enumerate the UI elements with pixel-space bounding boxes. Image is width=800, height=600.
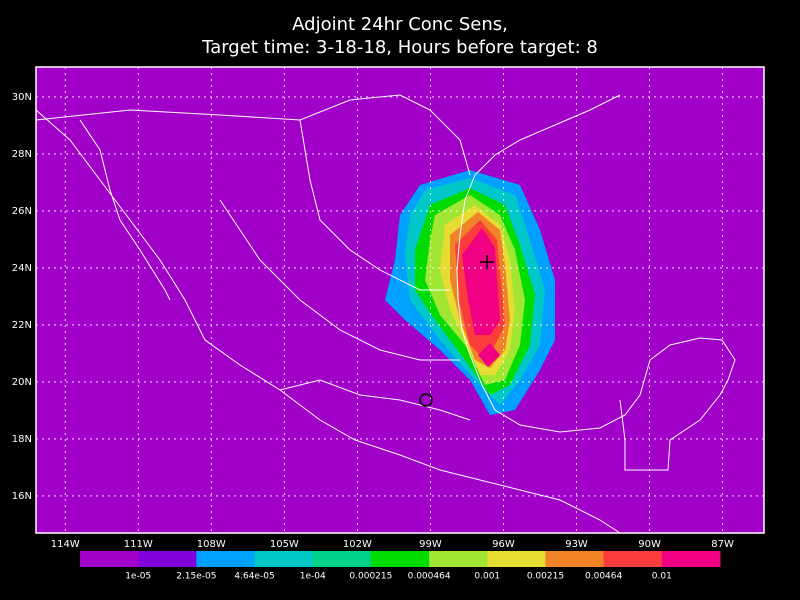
coastline xyxy=(79,119,171,301)
colorbar: 1e-05 2.15e-05 4.64e-05 1e-04 0.000215 0.0004… xyxy=(80,551,721,582)
x-tick-label: 108W xyxy=(197,539,226,550)
x-tick-label: 99W xyxy=(419,539,442,550)
colorbar-swatch xyxy=(487,551,546,567)
colorbar-label: 0.000215 xyxy=(349,572,392,582)
colorbar-swatch xyxy=(661,551,721,567)
colorbar-swatch xyxy=(138,551,197,567)
colorbar-label: 0.000464 xyxy=(408,572,451,582)
y-tick-label: 26N xyxy=(12,206,32,217)
x-tick-label: 87W xyxy=(711,539,734,550)
colorbar-swatch xyxy=(429,551,488,567)
x-tick-label: 114W xyxy=(51,539,80,550)
colorbar-swatch xyxy=(370,551,430,567)
colorbar-swatch xyxy=(80,551,139,567)
colorbar-label: 0.001 xyxy=(474,572,500,582)
coastline xyxy=(35,94,471,176)
y-tick-label: 22N xyxy=(12,320,32,331)
colorbar-label: 1e-05 xyxy=(125,572,151,582)
colorbar-swatch xyxy=(545,551,605,567)
y-tick-label: 18N xyxy=(12,434,32,445)
y-tick-label: 24N xyxy=(12,263,32,274)
title-line: Adjoint 24hr Conc Sens, xyxy=(292,14,508,35)
colorbar-label: 0.00215 xyxy=(527,572,564,582)
colorbar-label: 0.01 xyxy=(652,572,672,582)
x-tick-label: 93W xyxy=(565,539,588,550)
map-frame xyxy=(35,66,765,534)
colorbar-label: 4.64e-05 xyxy=(234,572,274,582)
x-tick-label: 111W xyxy=(124,539,153,550)
target-marker xyxy=(480,255,494,269)
source-marker xyxy=(419,393,433,407)
coastline xyxy=(35,109,621,534)
colorbar-label: 1e-04 xyxy=(300,572,326,582)
colorbar-swatch xyxy=(603,551,663,567)
sensitivity-field xyxy=(385,170,555,415)
x-tick-label: 102W xyxy=(343,539,372,550)
y-tick-label: 20N xyxy=(12,377,32,388)
coastline xyxy=(456,94,736,433)
colorbar-label: 2.15e-05 xyxy=(176,572,216,582)
graticule xyxy=(36,67,764,533)
colorbar-label: 0.00464 xyxy=(585,572,622,582)
contour xyxy=(462,228,500,335)
colorbar-swatch xyxy=(312,551,372,567)
y-tick-label: 30N xyxy=(12,92,32,103)
colorbar-swatch xyxy=(196,551,256,567)
state-border xyxy=(619,394,721,471)
state-border xyxy=(299,119,450,291)
state-border xyxy=(219,199,460,361)
x-tick-label: 96W xyxy=(492,539,515,550)
contour xyxy=(478,343,500,367)
y-tick-label: 28N xyxy=(12,149,32,160)
y-tick-label: 16N xyxy=(12,491,32,502)
title-line: Target time: 3-18-18, Hours before targe… xyxy=(201,37,598,58)
colorbar-swatch xyxy=(254,551,314,567)
x-tick-label: 105W xyxy=(270,539,299,550)
x-tick-label: 90W xyxy=(638,539,661,550)
